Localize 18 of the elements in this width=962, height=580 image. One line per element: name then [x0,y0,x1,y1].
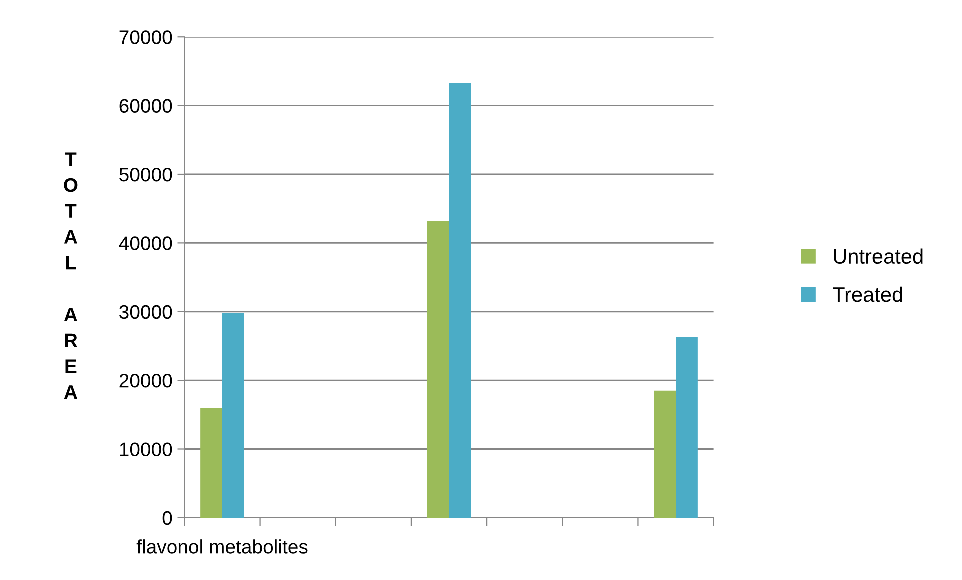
y-tick-label: 20000 [120,374,172,388]
y-tick-label: 50000 [120,168,172,182]
y-tick-label: 40000 [119,236,172,250]
text: TOTAL AREA [64,152,78,399]
y-tick-label: 70000 [120,30,172,44]
bar [449,83,472,518]
legend-label: Untreated [834,248,923,264]
y-tick-label: 60000 [120,99,172,114]
y-tick-label: 10000 [120,442,172,456]
y-tick-label: 0 [162,511,172,526]
x-tick-label: flavonol metabolites [136,540,308,554]
bar [427,221,450,518]
legend-label: Treated [833,286,902,302]
bar [200,408,222,518]
bar [676,337,698,518]
y-tick-label: 30000 [120,305,172,320]
bar [222,313,244,518]
bar [654,390,676,518]
